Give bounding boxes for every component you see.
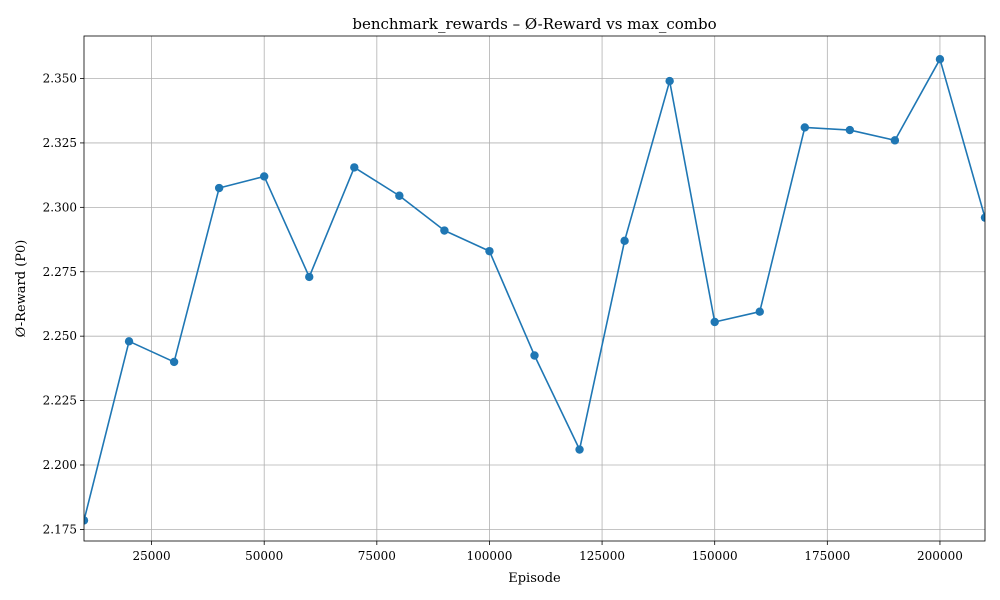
y-tick-label: 2.275 xyxy=(43,265,77,279)
data-point xyxy=(845,125,855,135)
x-tick-label: 175000 xyxy=(804,549,850,563)
x-axis-label: Episode xyxy=(508,571,561,586)
x-tick-label: 100000 xyxy=(467,549,513,563)
data-point xyxy=(800,123,809,132)
data-point xyxy=(485,246,494,256)
y-tick-label: 2.350 xyxy=(43,72,77,86)
data-point xyxy=(260,172,269,181)
chart-title: benchmark_rewards – Ø-Reward vs max_comb… xyxy=(352,15,716,33)
x-tick-label: 50000 xyxy=(245,549,283,563)
y-tick-label: 2.250 xyxy=(43,329,77,343)
plot-frame xyxy=(83,35,986,542)
data-point xyxy=(755,307,764,316)
data-point xyxy=(530,351,539,360)
data-point xyxy=(84,516,89,525)
x-tick-label: 125000 xyxy=(579,549,625,563)
y-tick-label: 2.300 xyxy=(43,200,77,214)
data-point xyxy=(890,136,900,145)
data-point xyxy=(214,183,224,193)
data-point xyxy=(440,226,449,235)
x-tick-label: 200000 xyxy=(917,549,963,563)
x-tick-label: 150000 xyxy=(692,549,738,563)
data-point xyxy=(620,236,629,246)
series xyxy=(84,54,985,525)
ticks: 25000 50000 75000 100000 125000 150000 175000 2… xyxy=(43,72,963,563)
data-point xyxy=(169,357,179,367)
x-tick-label: 75000 xyxy=(358,549,396,563)
data-point xyxy=(935,54,945,64)
data-point xyxy=(305,272,314,282)
data-point xyxy=(350,163,359,172)
grid xyxy=(84,36,985,541)
y-tick-label: 2.225 xyxy=(43,394,77,408)
data-point xyxy=(124,337,134,346)
data-point xyxy=(980,213,985,222)
y-tick-label: 2.200 xyxy=(43,458,77,472)
data-point xyxy=(665,76,674,86)
y-tick-label: 2.175 xyxy=(43,522,77,536)
series-group xyxy=(84,54,985,525)
y-tick-label: 2.325 xyxy=(43,136,77,150)
data-point xyxy=(395,191,404,200)
x-tick-label: 25000 xyxy=(132,549,170,563)
data-point xyxy=(575,445,584,454)
data-point xyxy=(710,317,719,327)
y-axis-label: Ø-Reward (P0) xyxy=(14,240,29,338)
